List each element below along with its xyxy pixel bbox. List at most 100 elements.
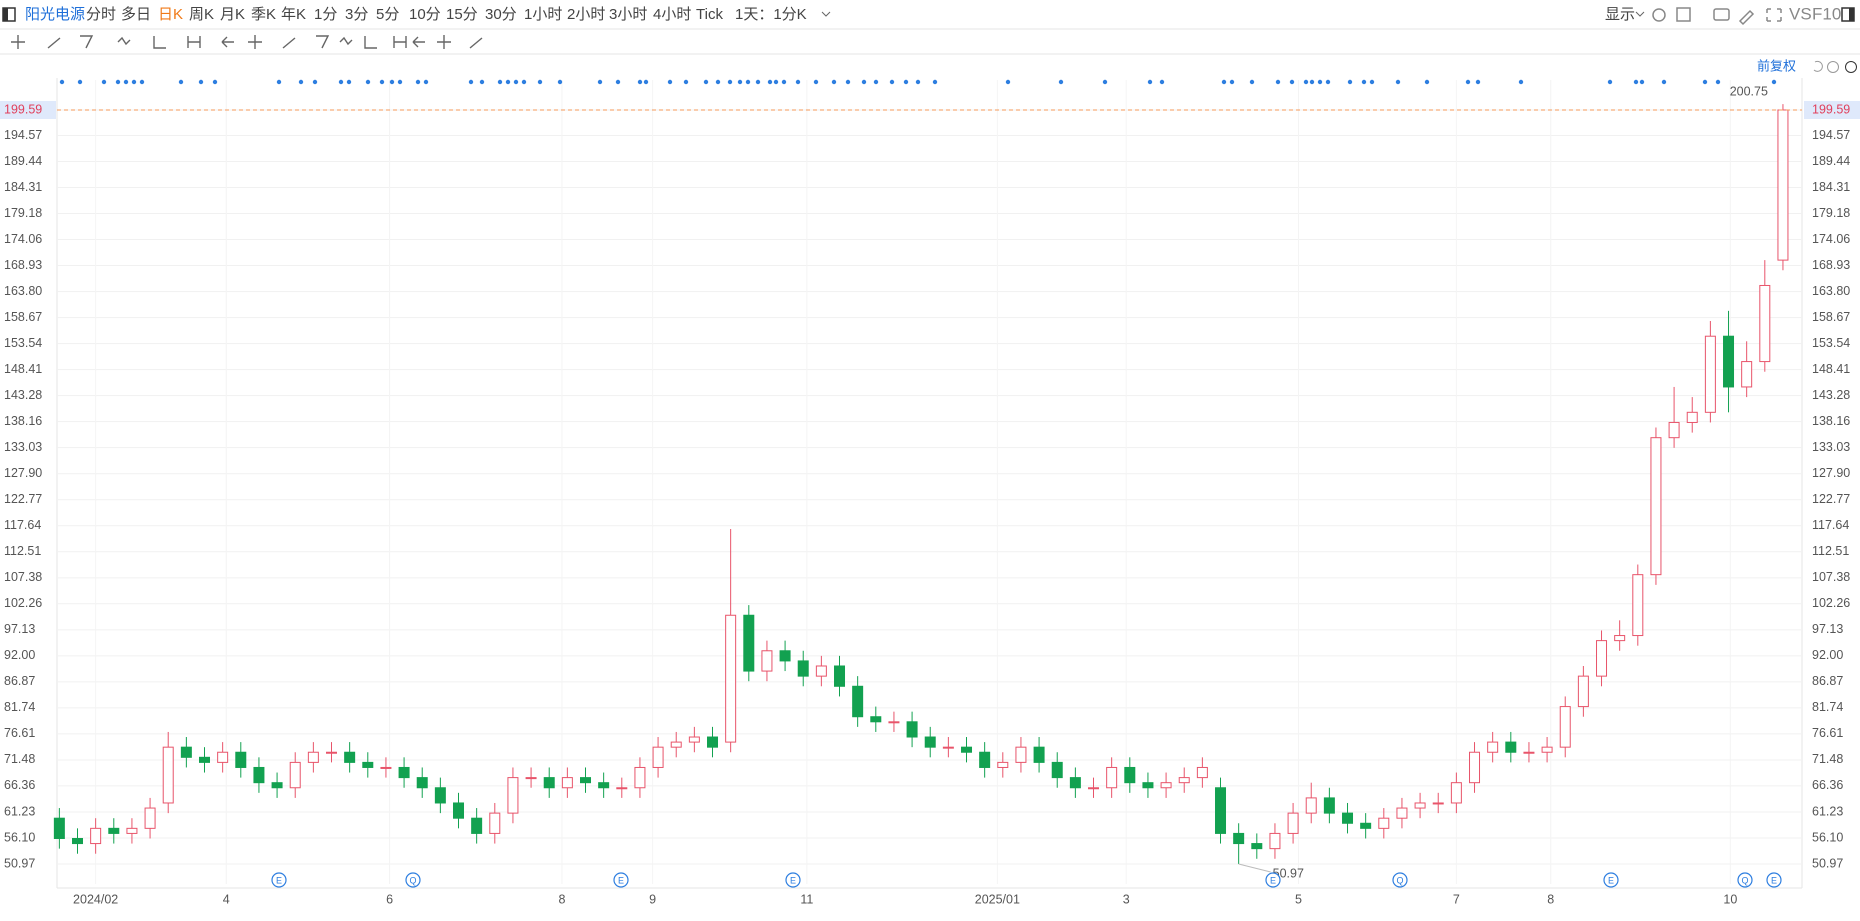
period-tab[interactable]: 3分 bbox=[345, 6, 368, 23]
event-dot[interactable] bbox=[1369, 79, 1375, 85]
event-dot[interactable] bbox=[505, 79, 511, 85]
event-dot[interactable] bbox=[537, 79, 543, 85]
event-dot[interactable] bbox=[212, 79, 218, 85]
event-dot[interactable] bbox=[557, 79, 563, 85]
event-dot[interactable] bbox=[1317, 79, 1323, 85]
reset-icon[interactable] bbox=[1813, 60, 1823, 72]
event-dot[interactable] bbox=[1607, 79, 1613, 85]
event-dot[interactable] bbox=[338, 79, 344, 85]
event-dot[interactable] bbox=[1424, 79, 1430, 85]
event-dot[interactable] bbox=[615, 79, 621, 85]
tool-icon[interactable] bbox=[80, 35, 94, 49]
period-tab[interactable]: 分时 bbox=[86, 6, 116, 23]
event-icon[interactable] bbox=[405, 872, 421, 888]
event-icon-label[interactable]: E bbox=[1608, 875, 1614, 885]
event-dot[interactable] bbox=[1058, 79, 1064, 85]
tool-icon[interactable] bbox=[47, 37, 61, 49]
event-icon[interactable] bbox=[1737, 872, 1753, 888]
period-tab[interactable]: 2小时 bbox=[567, 6, 605, 23]
event-dot[interactable] bbox=[795, 79, 801, 85]
event-dot[interactable] bbox=[479, 79, 485, 85]
period-tab[interactable]: 5分 bbox=[376, 6, 399, 23]
event-dot[interactable] bbox=[683, 79, 689, 85]
event-icon-label[interactable]: Q bbox=[409, 875, 416, 885]
layout-icon[interactable] bbox=[1676, 7, 1691, 22]
event-dot[interactable] bbox=[1325, 79, 1331, 85]
event-dot[interactable] bbox=[1661, 79, 1667, 85]
event-dot[interactable] bbox=[831, 79, 837, 85]
period-tab[interactable]: 4小时 bbox=[653, 6, 691, 23]
tool-icon[interactable] bbox=[412, 36, 425, 48]
event-dot[interactable] bbox=[1275, 79, 1281, 85]
period-tab[interactable]: 日K bbox=[158, 6, 183, 23]
camera-icon[interactable] bbox=[1713, 8, 1730, 21]
period-tab[interactable]: Tick bbox=[696, 6, 723, 23]
event-dot[interactable] bbox=[1771, 79, 1777, 85]
event-dot[interactable] bbox=[767, 79, 773, 85]
event-dot[interactable] bbox=[123, 79, 129, 85]
event-dot[interactable] bbox=[77, 79, 83, 85]
symbol-name[interactable]: 阳光电源 bbox=[25, 6, 85, 23]
zoom-in[interactable] bbox=[1845, 61, 1857, 73]
event-dot[interactable] bbox=[637, 79, 643, 85]
event-dot[interactable] bbox=[643, 79, 649, 85]
event-dot[interactable] bbox=[1702, 79, 1708, 85]
event-dot[interactable] bbox=[903, 79, 909, 85]
period-tab[interactable]: 3小时 bbox=[609, 6, 647, 23]
event-dot[interactable] bbox=[1639, 79, 1645, 85]
period-tab[interactable]: 1小时 bbox=[524, 6, 562, 23]
event-icon-label[interactable]: Q bbox=[1396, 875, 1403, 885]
event-icon[interactable] bbox=[1766, 872, 1782, 888]
tool-icon[interactable] bbox=[339, 36, 353, 46]
event-dot[interactable] bbox=[755, 79, 761, 85]
event-dot[interactable] bbox=[1465, 79, 1471, 85]
event-dot[interactable] bbox=[845, 79, 851, 85]
event-dot[interactable] bbox=[737, 79, 743, 85]
tool-icon[interactable] bbox=[187, 36, 201, 48]
period-tab[interactable]: 多日 bbox=[121, 6, 151, 23]
event-dot[interactable] bbox=[1361, 79, 1367, 85]
tool-icon[interactable] bbox=[221, 36, 234, 48]
event-icon[interactable] bbox=[785, 872, 801, 888]
event-dot[interactable] bbox=[1249, 79, 1255, 85]
event-dot[interactable] bbox=[861, 79, 867, 85]
tool-icon[interactable] bbox=[437, 35, 451, 49]
event-icon-label[interactable]: E bbox=[1270, 875, 1276, 885]
adjust-button[interactable]: 前复权 bbox=[1757, 58, 1796, 73]
event-dot[interactable] bbox=[115, 79, 121, 85]
tool-icon[interactable] bbox=[153, 36, 166, 49]
tool-icon[interactable] bbox=[469, 37, 483, 49]
interval-select[interactable]: 1天：1分K bbox=[735, 6, 807, 23]
event-dot[interactable] bbox=[379, 79, 385, 85]
pen-icon[interactable] bbox=[1738, 9, 1755, 26]
event-dot[interactable] bbox=[59, 79, 65, 85]
event-dot[interactable] bbox=[513, 79, 519, 85]
event-dot[interactable] bbox=[312, 79, 318, 85]
event-dot[interactable] bbox=[1221, 79, 1227, 85]
event-dot[interactable] bbox=[1715, 79, 1721, 85]
event-icon[interactable] bbox=[613, 872, 629, 888]
event-dot[interactable] bbox=[667, 79, 673, 85]
event-dot[interactable] bbox=[497, 79, 503, 85]
event-dot[interactable] bbox=[813, 79, 819, 85]
event-dot[interactable] bbox=[1633, 79, 1639, 85]
event-dot[interactable] bbox=[397, 79, 403, 85]
event-dot[interactable] bbox=[1289, 79, 1295, 85]
event-dot[interactable] bbox=[365, 79, 371, 85]
event-dot[interactable] bbox=[276, 79, 282, 85]
event-dot[interactable] bbox=[423, 79, 429, 85]
tool-icon[interactable] bbox=[117, 36, 131, 46]
event-icon-label[interactable]: E bbox=[790, 875, 796, 885]
event-icon-label[interactable]: E bbox=[618, 875, 624, 885]
vs-button[interactable]: VS bbox=[1789, 4, 1812, 23]
tool-icon[interactable] bbox=[248, 35, 262, 49]
tool-icon[interactable] bbox=[364, 36, 377, 49]
event-dot[interactable] bbox=[389, 79, 395, 85]
event-icon-label[interactable]: Q bbox=[1741, 875, 1748, 885]
event-dot[interactable] bbox=[915, 79, 921, 85]
event-dot[interactable] bbox=[1102, 79, 1108, 85]
event-dot[interactable] bbox=[139, 79, 145, 85]
period-tab[interactable]: 月K bbox=[220, 6, 245, 23]
event-dot[interactable] bbox=[873, 79, 879, 85]
period-tab[interactable]: 30分 bbox=[485, 6, 517, 23]
